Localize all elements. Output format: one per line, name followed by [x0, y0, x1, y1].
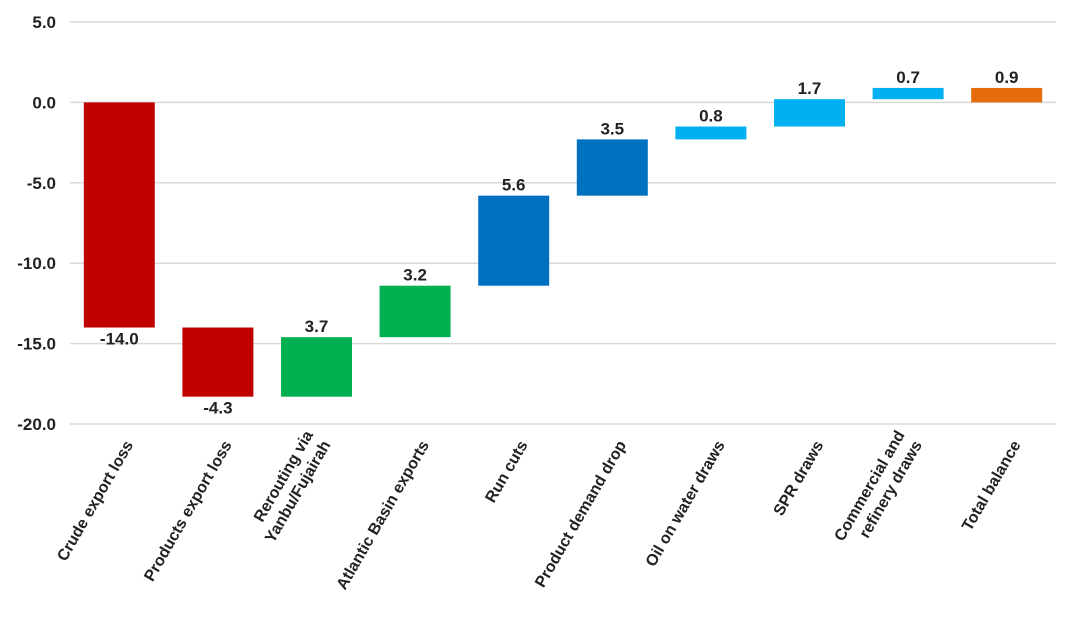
bar	[83, 102, 155, 328]
y-tick-label: -5.0	[27, 174, 56, 193]
bar	[774, 99, 845, 127]
data-label: 3.5	[600, 119, 624, 138]
x-category-label-line: Products export loss	[141, 438, 235, 584]
data-label: -14.0	[100, 330, 139, 349]
bar	[281, 337, 352, 397]
data-label: 5.6	[502, 176, 526, 195]
bar	[478, 195, 550, 286]
x-category-label: Product demand drop	[532, 438, 630, 591]
data-label: 0.9	[995, 68, 1019, 87]
x-category-label-line: Crude export loss	[54, 438, 137, 564]
y-tick-label: -10.0	[17, 254, 56, 273]
y-tick-label: -20.0	[17, 415, 56, 434]
data-labels: -14.0 -4.3 3.7 3.2 5.6 3.5 0.8 1.7 0.7 0.9	[100, 68, 1019, 418]
bar	[675, 126, 747, 140]
bars	[83, 87, 1043, 397]
x-axis-category-labels: Crude export loss Products export loss Rer…	[54, 428, 1024, 593]
data-label: 1.7	[798, 79, 822, 98]
data-label: 3.7	[305, 317, 329, 336]
x-category-label-line: Product demand drop	[532, 438, 630, 591]
bar	[576, 139, 648, 196]
x-category-label-line: Atlantic Basin exports	[334, 438, 433, 593]
x-category-label: Products export loss	[141, 438, 235, 584]
data-label: -4.3	[203, 399, 232, 418]
bar	[872, 87, 944, 100]
y-tick-label: 5.0	[32, 13, 56, 32]
bar	[182, 327, 254, 397]
x-category-label: Total balance	[959, 438, 1024, 534]
x-category-label-line: Oil on water draws	[643, 438, 729, 570]
x-category-label-line: SPR draws	[771, 438, 828, 519]
y-tick-label: -15.0	[17, 335, 56, 354]
data-label: 0.7	[896, 68, 920, 87]
x-category-label: SPR draws	[771, 438, 828, 519]
bar	[379, 285, 451, 338]
x-category-label-line: Total balance	[959, 438, 1024, 534]
bar	[971, 87, 1043, 103]
data-label: 3.2	[403, 266, 427, 285]
data-label: 0.8	[699, 107, 723, 126]
x-category-label: Atlantic Basin exports	[334, 438, 433, 593]
y-tick-label: 0.0	[32, 93, 56, 112]
x-category-label: Run cuts	[483, 438, 532, 506]
y-axis-tick-labels: 5.0 0.0 -5.0 -10.0 -15.0 -20.0	[17, 13, 56, 434]
x-category-label: Oil on water draws	[643, 438, 729, 570]
x-category-label: Crude export loss	[54, 438, 137, 564]
x-category-label-line: Run cuts	[483, 438, 532, 506]
